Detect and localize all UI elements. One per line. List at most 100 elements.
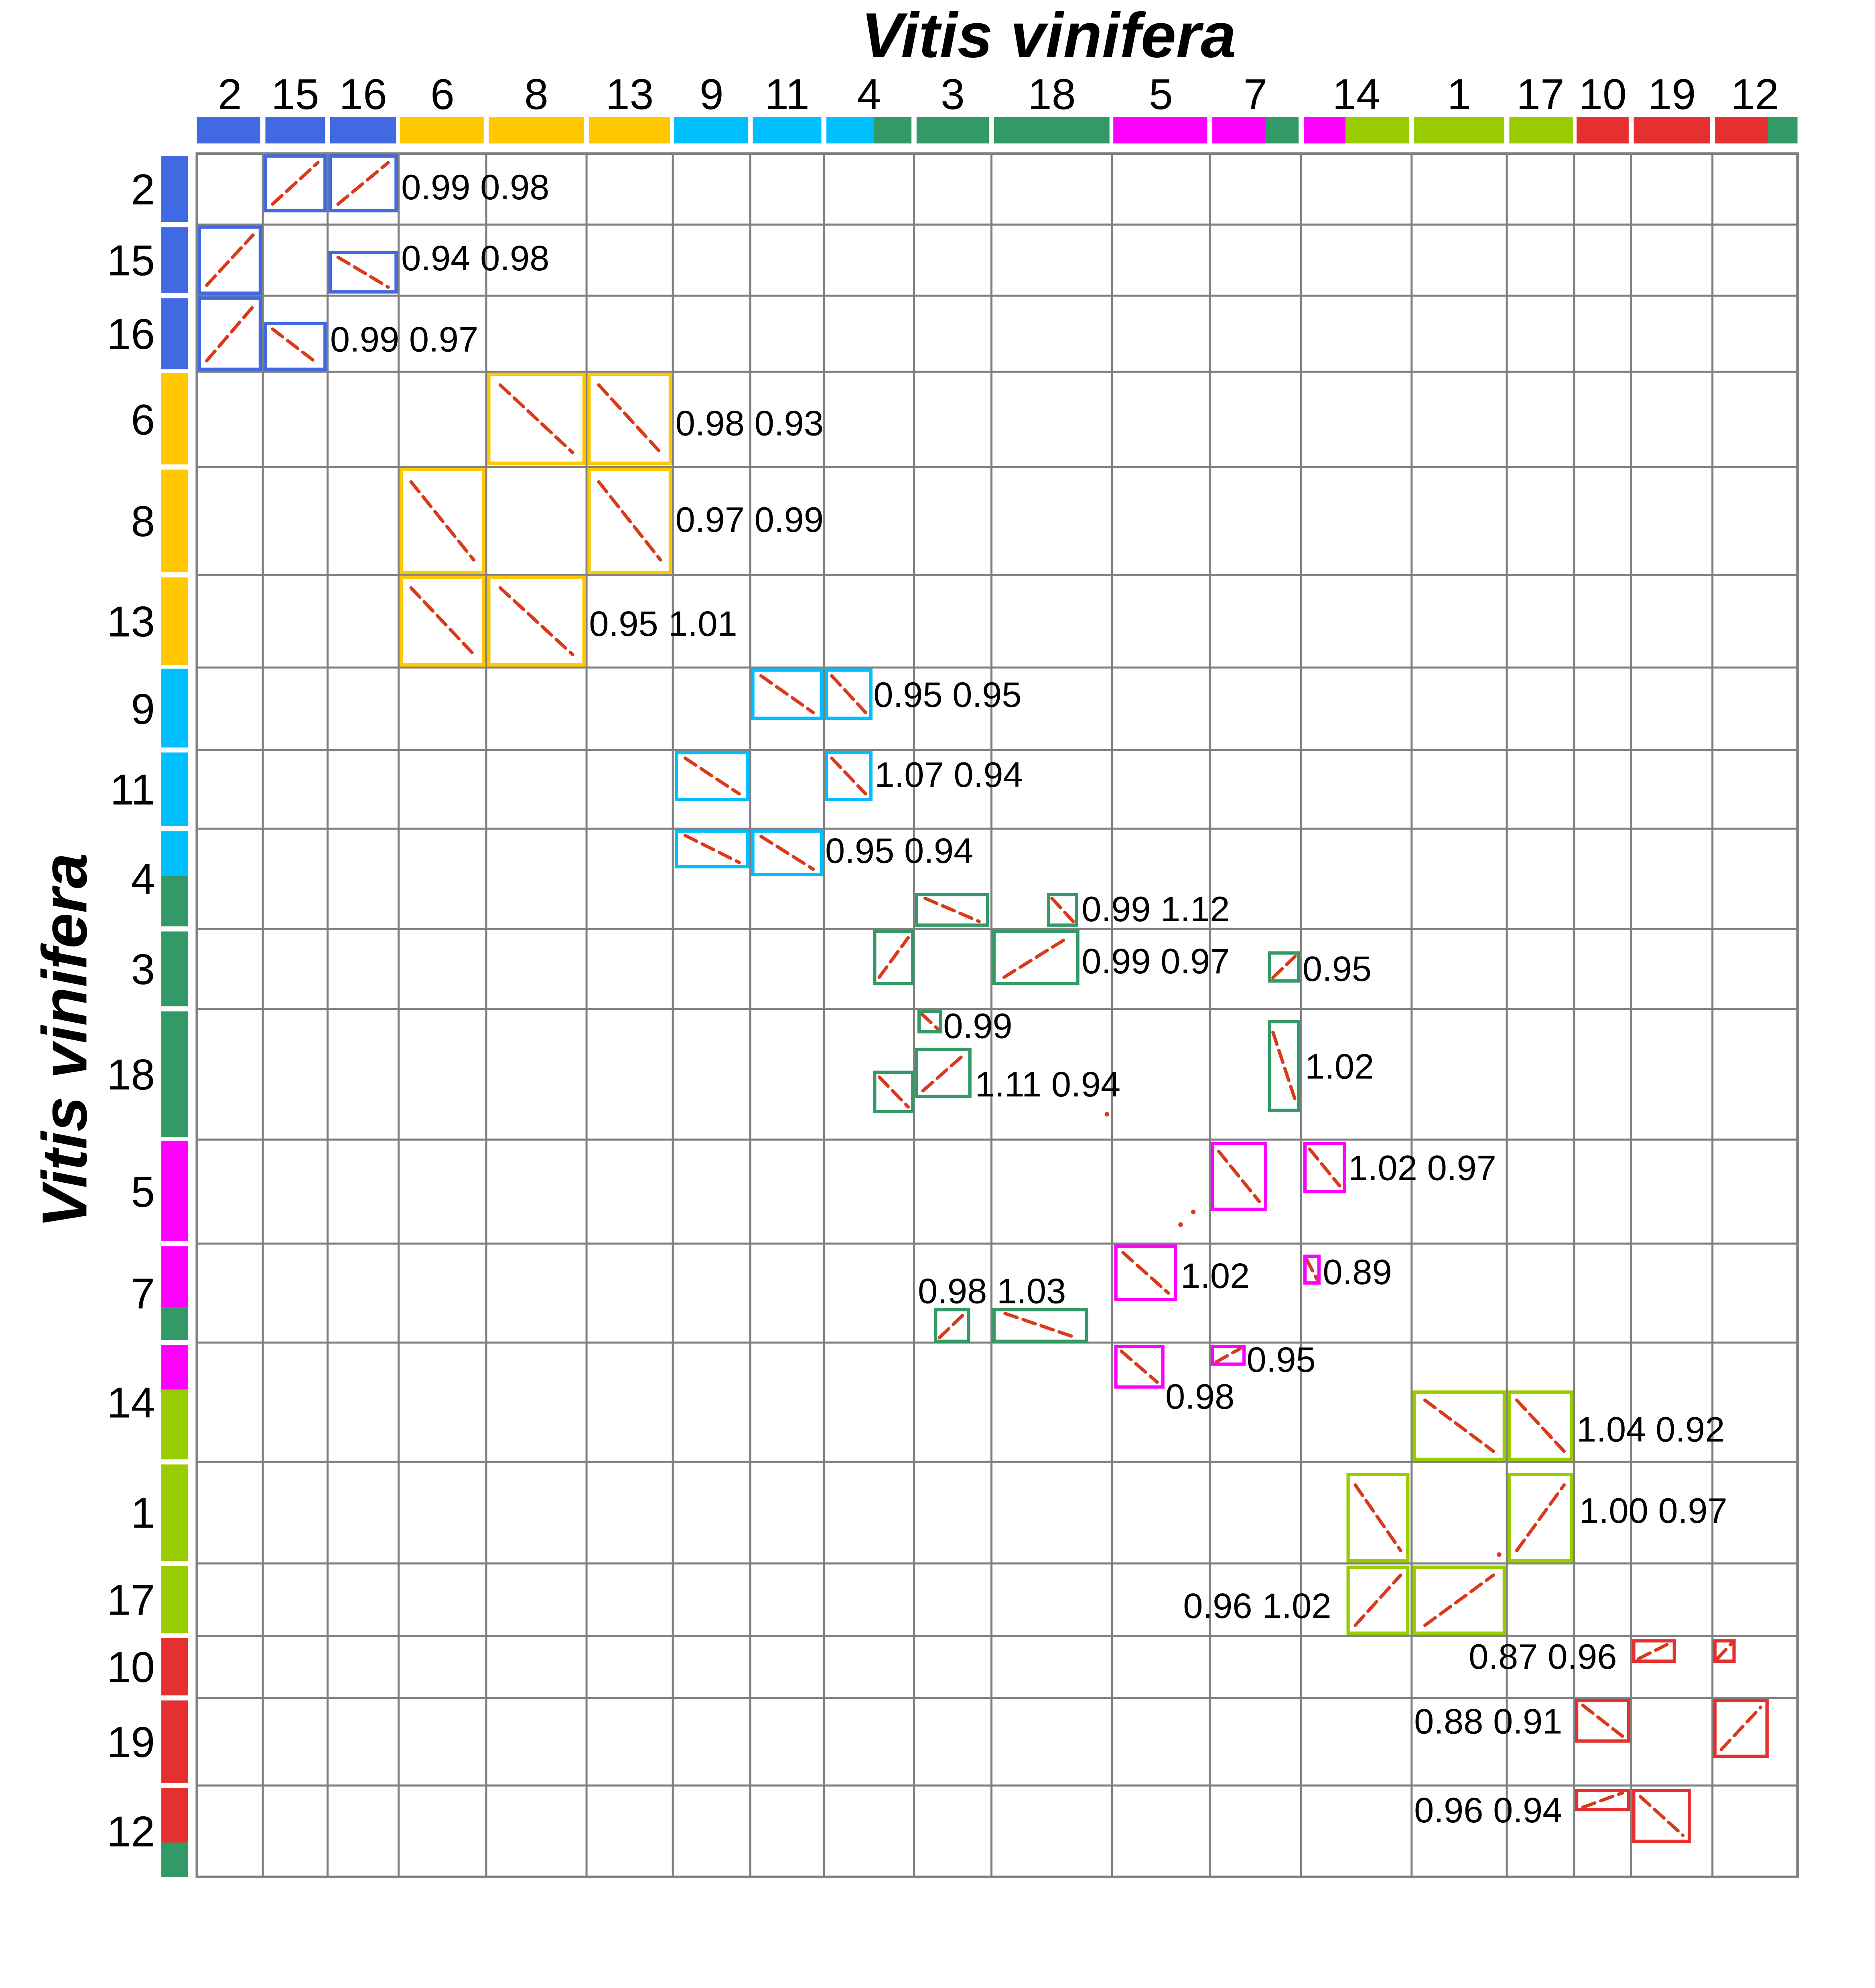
syntenic-block-box [1210, 1141, 1268, 1211]
syntenic-block-box [1114, 1345, 1165, 1389]
top-color-segment [753, 117, 822, 144]
ratio-label: 1.02 [1181, 1256, 1250, 1296]
x-tick-label: 10 [1579, 70, 1627, 118]
top-color-segment [489, 117, 584, 144]
synteny-dot-segment [683, 756, 741, 796]
ratio-label: 0.95 [1303, 949, 1372, 989]
ratio-label: 0.98 0.93 [676, 403, 824, 443]
top-color-segment [400, 117, 484, 144]
synteny-dot [1191, 1210, 1196, 1214]
ratio-label: 0.94 0.98 [401, 238, 549, 278]
ratio-label: 0.95 1.01 [589, 604, 737, 643]
syntenic-block-box [1575, 1789, 1631, 1812]
synteny-dot-segment [920, 1012, 940, 1031]
ratio-label: 0.87 0.96 [1469, 1637, 1617, 1676]
ratio-label: 0.99 0.97 [330, 319, 478, 359]
x-tick-label: 12 [1731, 70, 1779, 118]
y-tick-label: 10 [107, 1643, 155, 1691]
y-tick-label: 17 [107, 1576, 155, 1624]
ratio-label: 1.02 [1305, 1047, 1374, 1086]
synteny-dot-segment [336, 255, 390, 289]
syntenic-block-box [1303, 1141, 1346, 1194]
top-color-segment [1414, 117, 1504, 144]
top-color-segment [197, 117, 260, 144]
synteny-dot-segment [877, 936, 910, 979]
synteny-dot-segment [921, 1053, 965, 1092]
x-tick-label: 15 [271, 70, 319, 118]
ratio-label: 1.04 0.92 [1577, 1410, 1725, 1449]
y-tick-label: 3 [131, 945, 155, 993]
top-color-segment [1212, 117, 1266, 144]
left-color-segment [161, 577, 188, 665]
top-color-segment [916, 117, 989, 144]
synteny-dot-segment [597, 383, 662, 454]
syntenic-block-box [1412, 1565, 1506, 1635]
x-axis-title: Vitis vinifera [861, 0, 1236, 71]
synteny-dot-segment [1214, 1347, 1242, 1364]
syntenic-block-box [751, 829, 823, 876]
left-color-segment [161, 1246, 188, 1307]
left-color-segment [161, 752, 188, 826]
syntenic-block-box [328, 154, 398, 213]
ratio-label: 1.02 0.97 [1348, 1148, 1496, 1188]
syntenic-block-box [197, 296, 262, 371]
syntenic-block-box [1346, 1565, 1410, 1635]
syntenic-block-box [1346, 1473, 1410, 1563]
ratio-label: 0.88 0.91 [1414, 1701, 1562, 1741]
syntenic-block-box [197, 225, 262, 295]
synteny-dot-segment [1515, 1483, 1566, 1552]
syntenic-block-box [873, 930, 915, 985]
left-color-segment [161, 156, 188, 222]
synteny-dot-segment [271, 327, 320, 366]
y-tick-label: 1 [131, 1489, 155, 1537]
ratio-label: 1.07 0.94 [875, 755, 1023, 794]
top-color-segment [1634, 117, 1710, 144]
ratio-label: 0.99 1.12 [1082, 889, 1230, 929]
x-tick-label: 14 [1332, 70, 1380, 118]
y-tick-label: 7 [131, 1269, 155, 1317]
top-color-segment [826, 117, 874, 144]
x-tick-label: 18 [1028, 70, 1076, 118]
top-color-segment [1768, 117, 1798, 144]
ratio-label: 0.89 [1323, 1252, 1392, 1292]
synteny-dot [1104, 1112, 1110, 1117]
synteny-dot-segment [759, 835, 815, 871]
x-tick-label: 2 [218, 70, 242, 118]
top-color-segment [1577, 117, 1629, 144]
chromosome-color-bars [161, 117, 1798, 1877]
synteny-dot-segment [205, 233, 255, 287]
synteny-dots [205, 161, 1763, 1837]
syntenic-block-box [915, 893, 990, 927]
x-tick-label: 8 [524, 70, 548, 118]
top-color-segment [1509, 117, 1573, 144]
y-tick-label: 9 [131, 685, 155, 733]
synteny-dot-segment [1515, 1398, 1566, 1453]
y-tick-label: 16 [107, 310, 155, 358]
synteny-dot-segment [1423, 1573, 1495, 1627]
synteny-dot-segment [759, 674, 815, 714]
syntenic-block-box [675, 751, 750, 801]
y-tick-label: 5 [131, 1168, 155, 1216]
synteny-dot-segment [1581, 1704, 1624, 1738]
left-color-segment [161, 931, 188, 1007]
x-tick-label: 7 [1244, 70, 1268, 118]
ratio-label: 0.99 0.98 [401, 167, 549, 207]
top-color-segment [1345, 117, 1409, 144]
y-tick-label: 19 [107, 1718, 155, 1766]
syntenic-block-box [1412, 1390, 1506, 1461]
syntenic-block-box [400, 468, 485, 574]
top-color-segment [873, 117, 912, 144]
synteny-dot-segment [938, 1311, 966, 1340]
ratio-label: 0.95 [1246, 1340, 1315, 1380]
x-tick-label: 17 [1516, 70, 1565, 118]
synteny-dot [1497, 1552, 1502, 1557]
syntenic-block-box [751, 668, 823, 720]
synteny-dot-segment [1715, 1641, 1733, 1660]
syntenic-block-box [264, 322, 327, 371]
synteny-dot-segment [923, 896, 981, 923]
x-tick-label: 1 [1447, 70, 1471, 118]
synteny-dot-segment [830, 674, 867, 714]
left-color-segment [161, 373, 188, 465]
synteny-dot-segment [1121, 1251, 1170, 1295]
